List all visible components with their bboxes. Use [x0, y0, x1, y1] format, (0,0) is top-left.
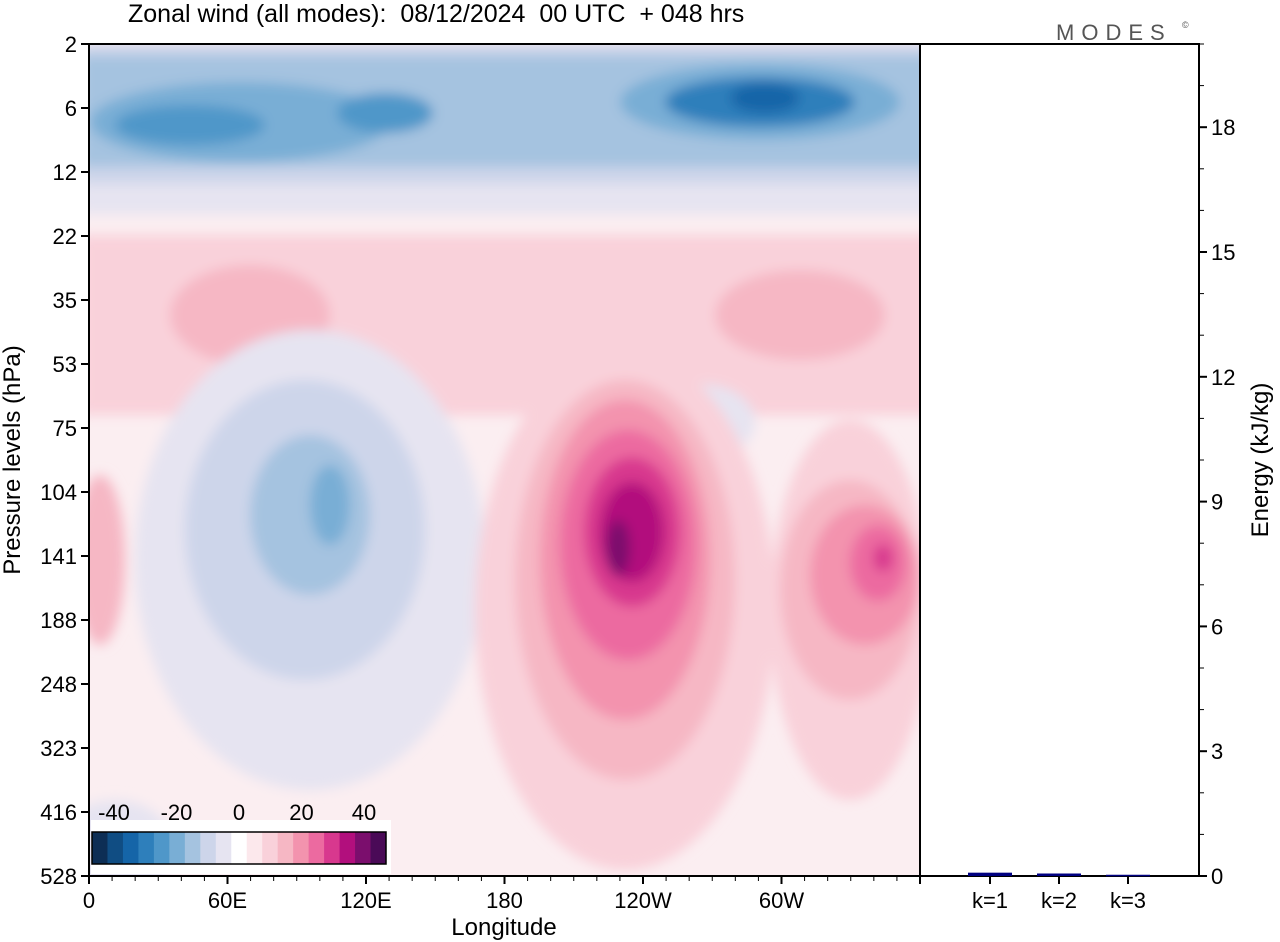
colorbar-swatch	[277, 832, 294, 864]
energy-tick-label: 9	[1211, 490, 1223, 515]
energy-tick-label: 6	[1211, 614, 1223, 639]
y-tick-label: 141	[40, 544, 77, 569]
colorbar-swatch	[355, 832, 372, 864]
y-tick-label: 188	[40, 608, 77, 633]
y-tick-label: 323	[40, 736, 77, 761]
energy-panel-frame	[919, 43, 1200, 877]
y-tick-label: 35	[53, 288, 77, 313]
jet-level-7	[606, 520, 630, 576]
west-edge-westerly	[89, 475, 125, 645]
brand-logo: MODES	[1056, 20, 1172, 45]
contour-field	[89, 44, 920, 876]
easterly-region-core	[250, 435, 370, 595]
energy-bar	[1106, 874, 1150, 877]
colorbar-swatch	[293, 832, 310, 864]
secondary-jet-5	[873, 544, 893, 572]
y-tick-label: 53	[53, 352, 77, 377]
colorbar-frame	[91, 831, 387, 865]
colorbar-swatch	[246, 832, 263, 864]
energy-category-label: k=2	[1041, 888, 1077, 913]
energy-axis: 0 3 6 9 12 15 18	[1199, 43, 1235, 889]
energy-bar	[968, 872, 1012, 876]
colorbar-swatch	[215, 832, 232, 864]
colorbar-swatch	[231, 832, 248, 864]
energy-bars: k=1 k=2 k=3	[968, 872, 1150, 913]
colorbar-swatch	[370, 832, 387, 864]
y-tick-label: 248	[40, 672, 77, 697]
energy-category-label: k=3	[1110, 888, 1146, 913]
colorbar-tick-label: 20	[289, 800, 313, 825]
x-tick-label: 180	[486, 888, 523, 913]
energy-axis-title: Energy (kJ/kg)	[1247, 383, 1274, 538]
energy-tick-label: 3	[1211, 739, 1223, 764]
y-axis-title: Pressure levels (hPa)	[0, 345, 26, 574]
y-tick-label: 528	[40, 864, 77, 889]
colorbar-tick-label: -20	[161, 800, 193, 825]
energy-tick-label: 18	[1211, 115, 1235, 140]
y-tick-label: 75	[53, 416, 77, 441]
colorbar-tick-label: -40	[98, 800, 130, 825]
colorbar-swatch	[262, 832, 279, 864]
energy-category-label: k=1	[972, 888, 1008, 913]
y-tick-label: 104	[40, 480, 77, 505]
colorbar-tick-label: 0	[233, 800, 245, 825]
x-tick-label: 60W	[759, 888, 804, 913]
x-tick-label: 60E	[208, 888, 247, 913]
colorbar: -40 -20 0 20 40	[91, 800, 387, 865]
colorbar-swatch	[153, 832, 170, 864]
y-tick-label: 2	[65, 32, 77, 57]
x-tick-label: 120E	[340, 888, 391, 913]
x-tick-label: 0	[83, 888, 95, 913]
westerly-patch-b	[715, 270, 885, 360]
colorbar-swatch	[200, 832, 217, 864]
colorbar-swatch	[122, 832, 139, 864]
easterly-region-peak	[310, 465, 350, 545]
colorbar-swatch	[107, 832, 124, 864]
easterly-core-d	[730, 83, 800, 113]
longitude-axis: 0 60E 120E 180 120W 60W	[83, 876, 921, 913]
y-tick-label: 12	[53, 160, 77, 185]
y-tick-label: 6	[65, 96, 77, 121]
colorbar-swatch	[92, 832, 108, 864]
energy-tick-label: 0	[1211, 864, 1223, 889]
colorbar-swatch	[308, 832, 325, 864]
easterly-core-a	[115, 105, 265, 145]
colorbar-swatch	[339, 832, 356, 864]
energy-tick-label: 15	[1211, 240, 1235, 265]
x-tick-label: 120W	[614, 888, 672, 913]
energy-tick-label: 12	[1211, 365, 1235, 390]
y-tick-label: 416	[40, 800, 77, 825]
colorbar-swatch	[324, 832, 341, 864]
colorbar-swatch	[184, 832, 201, 864]
energy-bar	[1037, 873, 1081, 876]
easterly-core-b	[337, 93, 433, 133]
pressure-axis: 2 6 12 22 35 53 75 104 141 188 248 323 416 528	[40, 32, 89, 889]
brand-copyright: ©	[1182, 20, 1189, 30]
x-axis-title: Longitude	[451, 914, 556, 941]
chart-title: Zonal wind (all modes): 08/12/2024 00 UT…	[128, 0, 745, 28]
y-tick-label: 22	[53, 224, 77, 249]
colorbar-swatch	[138, 832, 155, 864]
colorbar-swatch	[169, 832, 186, 864]
colorbar-tick-label: 40	[352, 800, 376, 825]
